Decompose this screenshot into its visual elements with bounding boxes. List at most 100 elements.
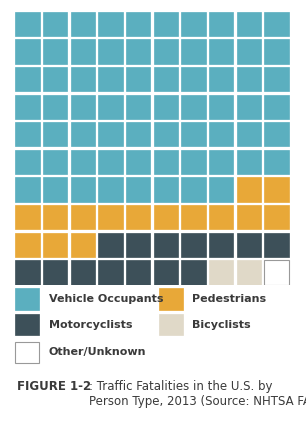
Bar [71,95,95,119]
Bar [15,289,39,310]
Bar [181,122,206,146]
Bar [126,67,150,91]
Text: : Traffic Fatalities in the U.S. by
Person Type, 2013 (Source: NHTSA FARS): : Traffic Fatalities in the U.S. by Pers… [89,380,306,408]
Bar [126,233,150,257]
Bar [237,39,261,63]
Bar [154,95,178,119]
Bar [126,205,150,229]
Bar [209,260,233,285]
Bar [264,67,289,91]
Bar [71,205,95,229]
Bar [71,233,95,257]
Bar [209,233,233,257]
Bar [264,205,289,229]
Bar [209,67,233,91]
Bar [43,95,67,119]
Bar [71,150,95,174]
Bar [154,39,178,63]
Bar [15,150,40,174]
Bar [181,150,206,174]
Bar [15,122,40,146]
Bar [209,205,233,229]
Bar [154,12,178,36]
Bar [43,12,67,36]
Bar [237,122,261,146]
Bar [264,233,289,257]
Bar [209,12,233,36]
Bar [154,67,178,91]
Text: Motorcyclists: Motorcyclists [49,320,132,330]
Bar [154,122,178,146]
Bar [159,289,183,310]
Bar [154,205,178,229]
Bar [15,95,40,119]
Bar [43,233,67,257]
Bar [159,314,183,335]
Bar [237,260,261,285]
Bar [99,260,123,285]
Bar [43,122,67,146]
Bar [15,12,40,36]
Bar [99,150,123,174]
Bar [264,12,289,36]
Bar [126,39,150,63]
Bar [181,67,206,91]
Text: Other/Unknown: Other/Unknown [49,347,146,357]
Bar [126,178,150,202]
Bar [71,12,95,36]
Bar [15,178,40,202]
Bar [15,67,40,91]
Text: Vehicle Occupants: Vehicle Occupants [49,294,163,304]
Bar [209,122,233,146]
Bar [154,233,178,257]
Bar [209,95,233,119]
Bar [237,150,261,174]
Bar [15,233,40,257]
Bar [126,95,150,119]
Bar [237,178,261,202]
Bar [43,150,67,174]
Bar [15,205,40,229]
Bar [71,260,95,285]
Bar [264,39,289,63]
Bar [237,205,261,229]
Bar [181,95,206,119]
Bar [209,178,233,202]
Bar [181,233,206,257]
Bar [43,205,67,229]
Bar [99,67,123,91]
Bar [99,178,123,202]
Bar [181,205,206,229]
Bar [237,12,261,36]
Bar [209,39,233,63]
Bar [71,178,95,202]
Bar [181,178,206,202]
Bar [99,12,123,36]
Bar [264,122,289,146]
Bar [43,260,67,285]
Bar [99,95,123,119]
Bar [99,205,123,229]
Bar [126,150,150,174]
Text: Bicyclists: Bicyclists [192,320,251,330]
Bar [154,260,178,285]
Text: Pedestrians: Pedestrians [192,294,267,304]
Bar [154,178,178,202]
Bar [71,67,95,91]
Bar [264,178,289,202]
Bar [237,67,261,91]
Bar [71,39,95,63]
Bar [99,233,123,257]
Bar [126,122,150,146]
Bar [181,260,206,285]
Bar [264,150,289,174]
Text: FIGURE 1-2: FIGURE 1-2 [17,380,91,393]
Bar [15,260,40,285]
Bar [237,233,261,257]
Bar [71,122,95,146]
Bar [181,12,206,36]
Bar [15,342,39,363]
Bar [181,39,206,63]
Bar [154,150,178,174]
Bar [15,314,39,335]
